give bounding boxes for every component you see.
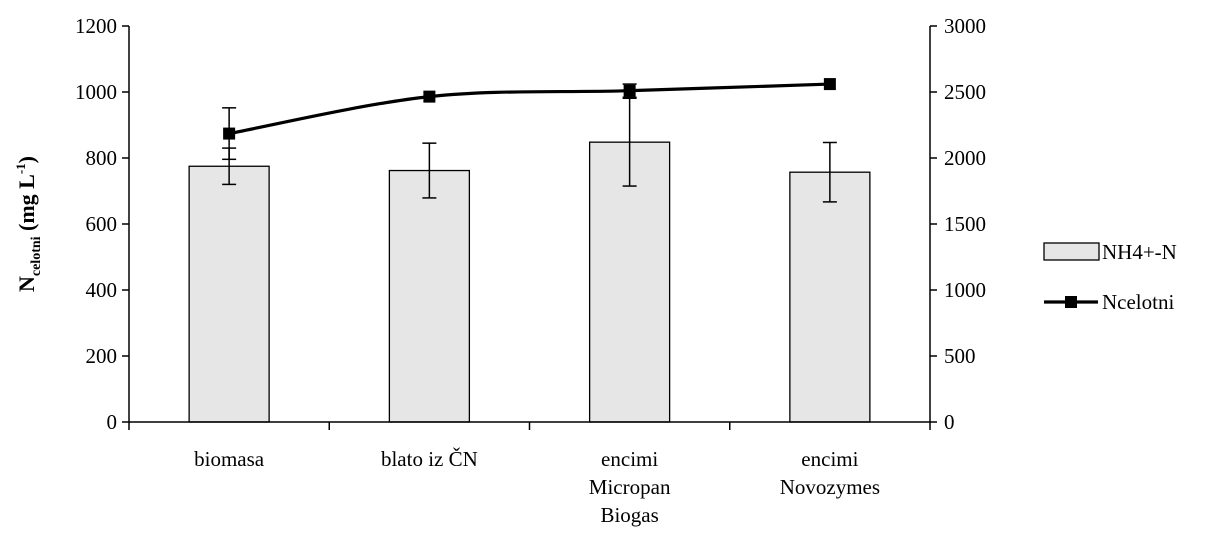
series-point-3 (823, 78, 836, 91)
y-axis-title-sub: celotni (29, 236, 44, 276)
labels-layer: 0 200 400 600 800 1000 1200 0 500 1000 1500 2000 250… (13, 14, 986, 527)
y-tick-label-right: 2000 (944, 146, 986, 170)
series-line (228, 82, 830, 136)
y-tick-label-left: 1000 (75, 80, 117, 104)
x-tick-label-line: encimi (601, 447, 658, 471)
series-point-0 (223, 127, 236, 140)
legend-swatch-bar (1043, 242, 1100, 261)
axes-layer (122, 25, 937, 430)
x-tick-label-line: Biogas (600, 503, 658, 527)
y-tick-label-right: 2500 (944, 80, 986, 104)
y-tick-label-right: 0 (944, 410, 955, 434)
legend-label-line: Ncelotni (1102, 290, 1174, 314)
x-tick-label-line: Novozymes (780, 475, 880, 499)
x-tick-label: encimi Novozymes (780, 447, 880, 499)
y-axis-title-rest: (mg L (14, 174, 39, 236)
legend: NH4+-N Ncelotni (1043, 240, 1177, 314)
legend-label-bar: NH4+-N (1102, 240, 1177, 264)
legend-swatch-marker (1065, 296, 1077, 308)
x-tick-label-line: biomasa (194, 447, 265, 471)
y-tick-label-left: 800 (86, 146, 118, 170)
y-tick-label-right: 1000 (944, 278, 986, 302)
x-tick-label: encimi Micropan Biogas (589, 447, 671, 527)
y-tick-label-left: 200 (86, 344, 118, 368)
y-axis-title-end: ) (14, 156, 39, 163)
x-tick-label-line: blato iz ČN (381, 447, 478, 471)
y-tick-label-right: 1500 (944, 212, 986, 236)
y-axis-title-main: N (14, 276, 39, 292)
y-tick-label-right: 3000 (944, 14, 986, 38)
x-tick-label-line: Micropan (589, 475, 671, 499)
bars-layer (188, 97, 871, 423)
y-tick-label-left: 0 (107, 410, 118, 434)
y-tick-label-left: 1200 (75, 14, 117, 38)
y-tick-label-right: 500 (944, 344, 976, 368)
series-point-1 (423, 90, 436, 103)
y-axis-title-sup: -1 (13, 163, 28, 174)
y-tick-label-left: 400 (86, 278, 118, 302)
bar-3 (789, 171, 871, 423)
x-tick-label: biomasa (194, 447, 265, 471)
bar-1 (388, 169, 471, 423)
x-tick-label: blato iz ČN (381, 447, 478, 471)
bar-0 (188, 165, 270, 423)
series-point-2 (623, 84, 636, 97)
y-tick-label-left: 600 (86, 212, 118, 236)
line-layer (222, 78, 836, 161)
y-axis-title: Ncelotni (mg L-1) (13, 156, 44, 292)
x-tick-label-line: encimi (801, 447, 858, 471)
